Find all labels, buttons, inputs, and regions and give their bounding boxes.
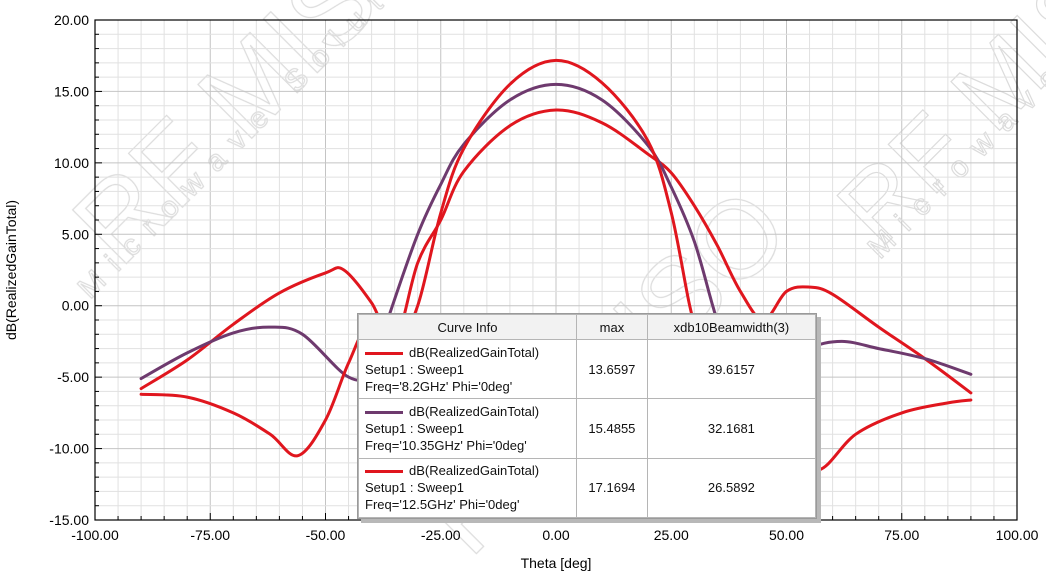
legend-row[interactable]: dB(RealizedGainTotal) Setup1 : Sweep1 Fr…: [358, 457, 817, 519]
y-tick-label: 15.00: [54, 83, 89, 99]
x-tick-label: 100.00: [996, 527, 1039, 543]
y-tick-labels: -15.00 -10.00 -5.00 0.00 5.00 10.00 15.00 20.00: [49, 12, 89, 528]
legend-row[interactable]: dB(RealizedGainTotal) Setup1 : Sweep1 Fr…: [358, 338, 817, 400]
y-tick-label: 20.00: [54, 12, 89, 28]
legend-header-max: max: [576, 314, 648, 340]
legend-header-curve-info: Curve Info: [358, 314, 577, 340]
curve-setup: Setup1 : Sweep1: [365, 420, 465, 436]
curve-swatch: [365, 411, 403, 415]
x-tick-label: -50.00: [306, 527, 346, 543]
curve-beamwidth: 26.5892: [646, 457, 817, 519]
y-tick-label: 10.00: [54, 155, 89, 171]
curve-freq: Freq='8.2GHz' Phi='0deg': [365, 378, 513, 394]
curve-freq: Freq='12.5GHz' Phi='0deg': [365, 497, 520, 513]
curve-name: dB(RealizedGainTotal): [409, 403, 540, 419]
x-axis-title: Theta [deg]: [521, 555, 592, 571]
y-tick-label: 5.00: [62, 226, 89, 242]
curve-name: dB(RealizedGainTotal): [409, 344, 540, 360]
x-tick-label: -100.00: [71, 527, 119, 543]
series-line-1: [139, 108, 973, 395]
legend-row[interactable]: dB(RealizedGainTotal) Setup1 : Sweep1 Fr…: [358, 398, 817, 459]
curve-setup: Setup1 : Sweep1: [365, 361, 465, 377]
curve-max: 13.6597: [576, 338, 648, 400]
curve-freq: Freq='10.35GHz' Phi='0deg': [365, 437, 527, 453]
curve-max: 15.4855: [576, 398, 648, 459]
x-tick-label: -25.00: [421, 527, 461, 543]
curve-max: 17.1694: [576, 457, 648, 519]
y-tick-label: 0.00: [62, 298, 89, 314]
y-tick-label: -10.00: [49, 441, 89, 457]
curve-info-legend[interactable]: Curve Info max xdb10Beamwidth(3) dB(Real…: [357, 313, 817, 519]
y-tick-label: -5.00: [57, 369, 89, 385]
x-tick-label: 75.00: [884, 527, 919, 543]
curve-beamwidth: 32.1681: [646, 398, 817, 459]
x-tick-label: -75.00: [190, 527, 230, 543]
y-axis-title: dB(RealizedGainTotal): [3, 200, 19, 340]
x-tick-label: 25.00: [654, 527, 689, 543]
curve-swatch: [365, 351, 403, 355]
curve-setup: Setup1 : Sweep1: [365, 480, 465, 496]
curve-name: dB(RealizedGainTotal): [409, 463, 540, 479]
x-tick-label: 50.00: [769, 527, 804, 543]
x-tick-labels: -100.00 -75.00 -50.00 -25.00 0.00 25.00 50.00 7…: [71, 527, 1038, 543]
curve-swatch: [365, 470, 403, 474]
y-tick-label: -15.00: [49, 512, 89, 528]
curve-beamwidth: 39.6157: [646, 338, 817, 400]
x-tick-label: 0.00: [542, 527, 569, 543]
legend-header-beamwidth: xdb10Beamwidth(3): [646, 314, 817, 340]
